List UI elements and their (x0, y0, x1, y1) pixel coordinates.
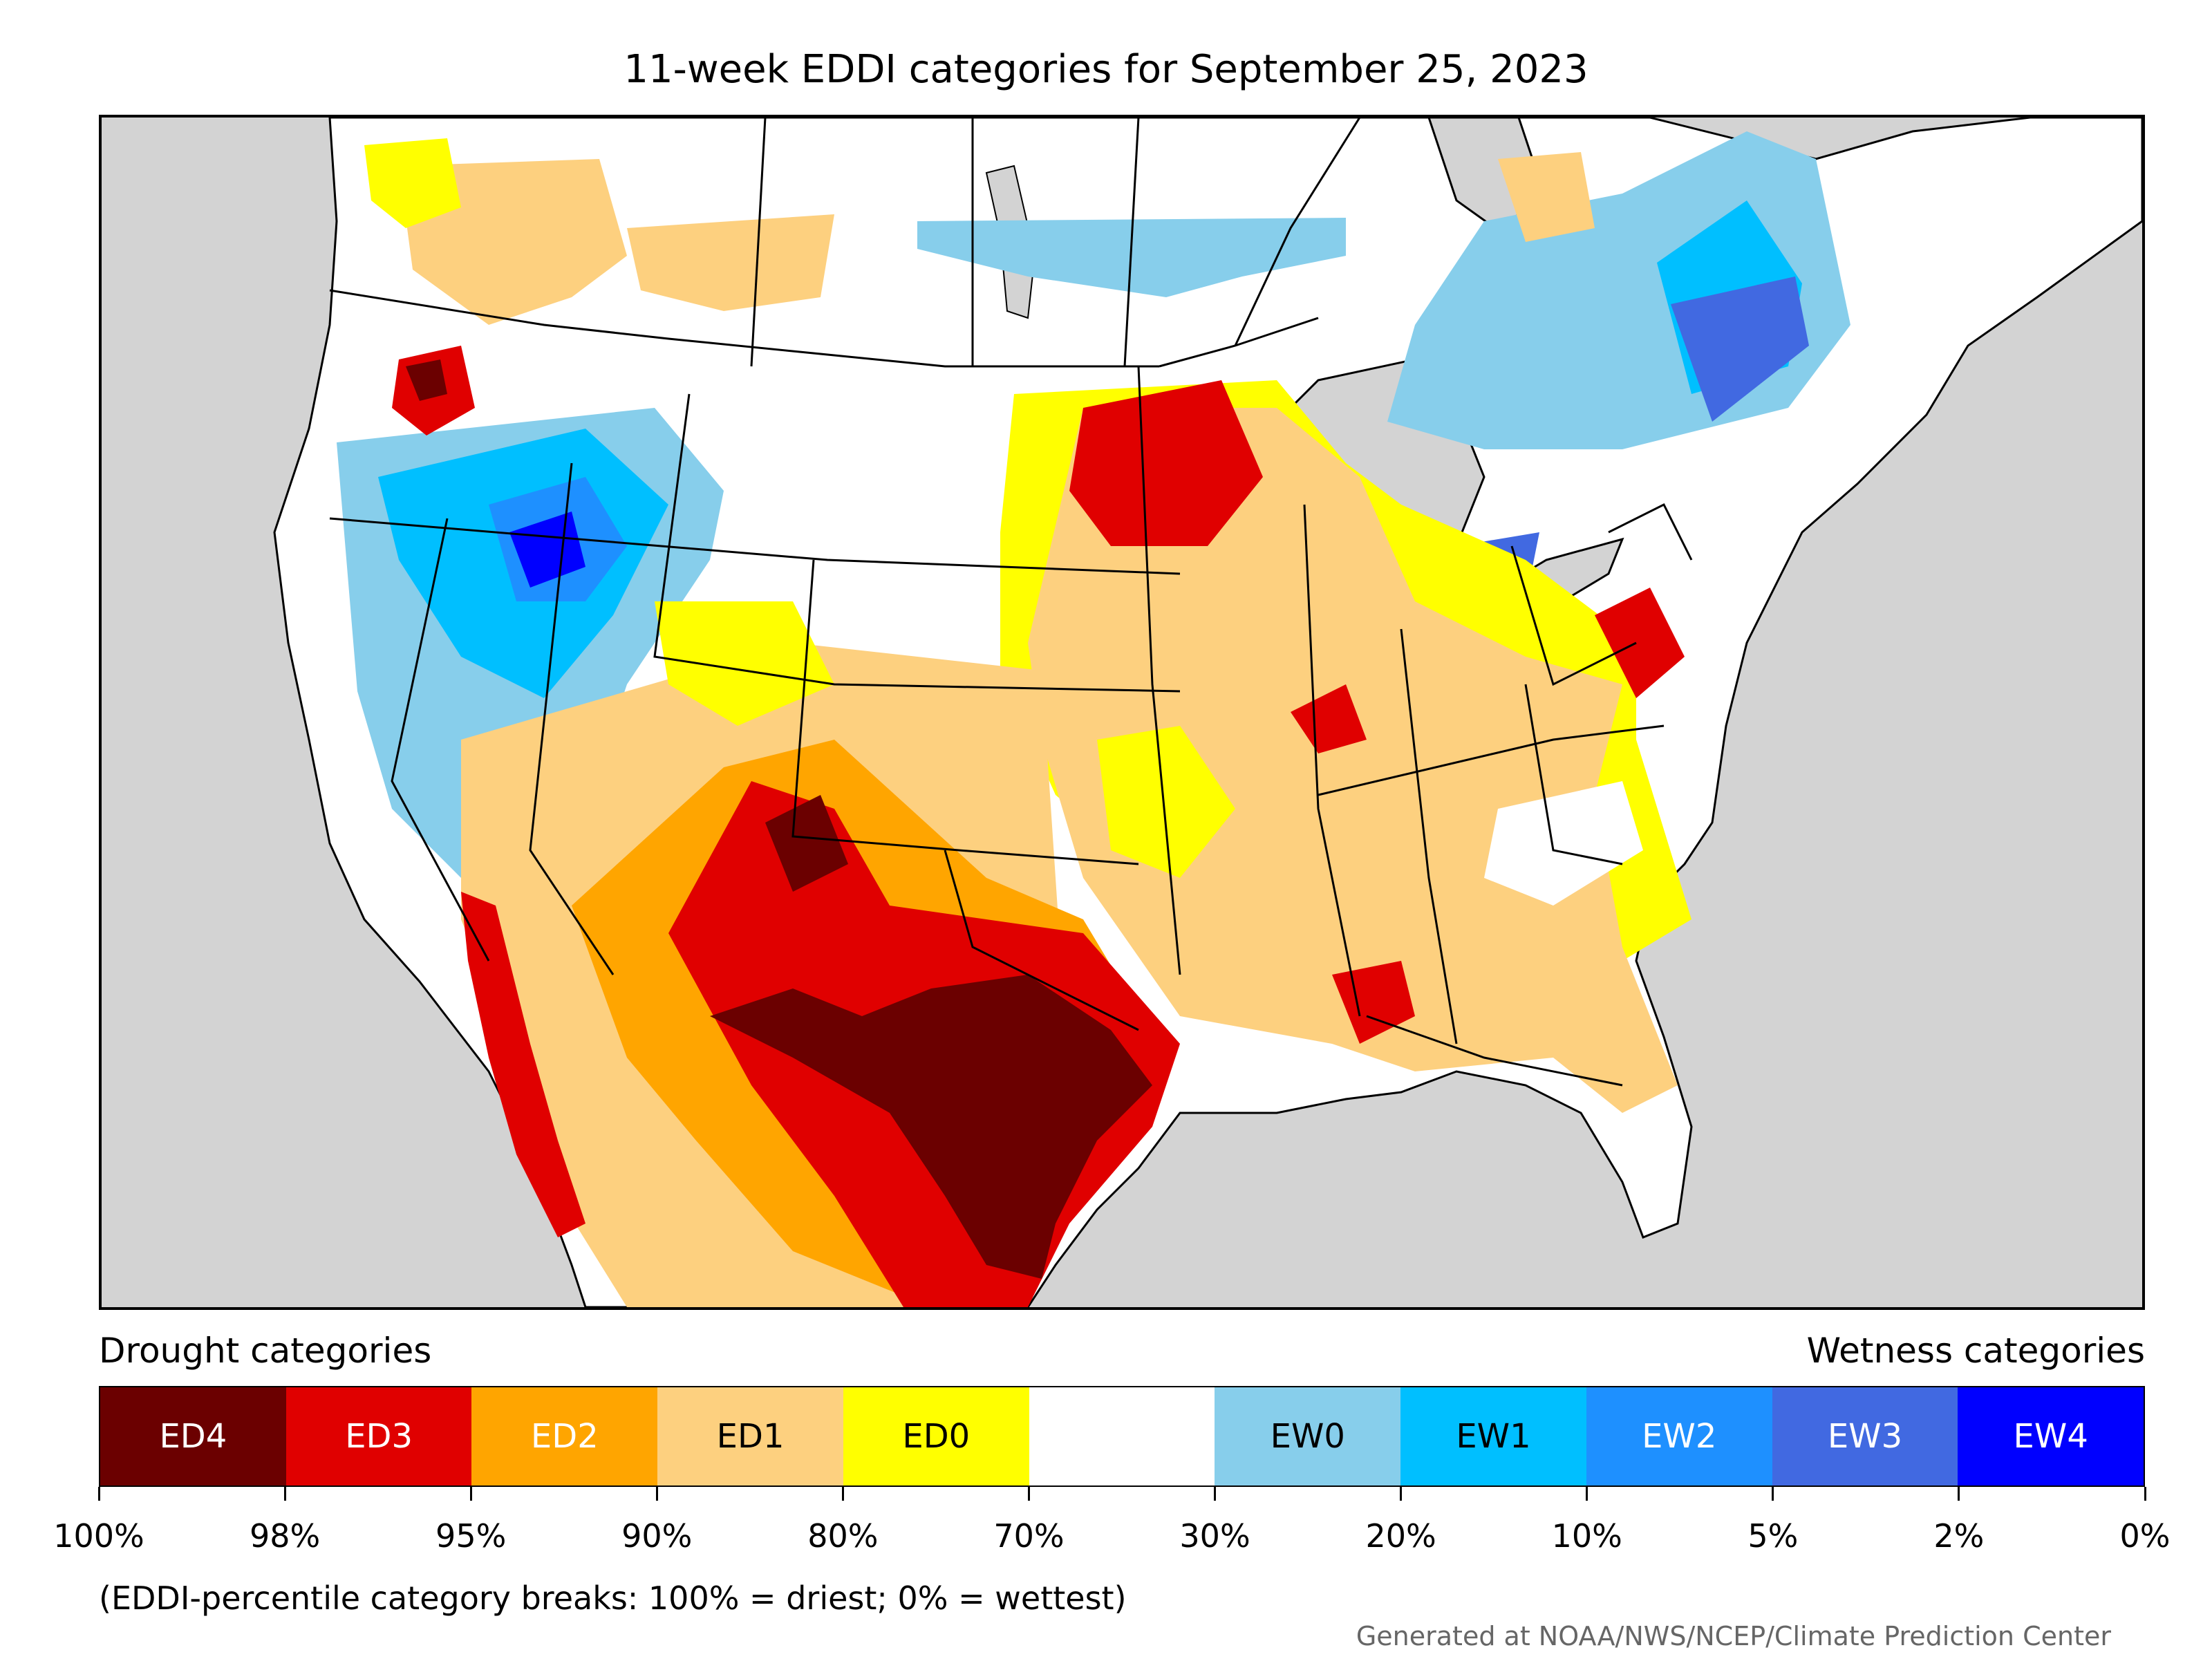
colorbar-tick-label: 100% (53, 1517, 144, 1555)
colorbar-cell-neutral (1029, 1387, 1215, 1485)
colorbar-tick (1586, 1487, 1588, 1501)
colorbar-tick (2144, 1487, 2146, 1501)
colorbar-tick-label: 20% (1365, 1517, 1436, 1555)
colorbar-tick-label: 2% (1933, 1517, 1985, 1555)
footnote: (EDDI-percentile category breaks: 100% =… (99, 1580, 1127, 1617)
colorbar-tick-label: 0% (2119, 1517, 2171, 1555)
colorbar-cell-ed2: ED2 (471, 1387, 658, 1485)
colorbar-cell-ew0: EW0 (1215, 1387, 1401, 1485)
colorbar-tick (1772, 1487, 1774, 1501)
colorbar-tick (841, 1487, 844, 1501)
colorbar-cell-ew3: EW3 (1772, 1387, 1958, 1485)
colorbar-tick (469, 1487, 472, 1501)
colorbar-cell-ed0: ED0 (843, 1387, 1029, 1485)
colorbar-tick-label: 80% (807, 1517, 879, 1555)
wetness-categories-heading: Wetness categories (1806, 1331, 2145, 1371)
category-overlay (337, 131, 1850, 1307)
colorbar-tick-label: 30% (1179, 1517, 1250, 1555)
colorbar-tick (1214, 1487, 1217, 1501)
colorbar-tick (1027, 1487, 1030, 1501)
colorbar-tick-label: 90% (621, 1517, 693, 1555)
colorbar-tick-label: 98% (249, 1517, 321, 1555)
map-title: 11-week EDDI categories for September 25… (624, 47, 1588, 92)
category-colorbar: ED4 ED3 ED2 ED1 ED0 EW0 EW1 EW2 EW3 EW4 (99, 1386, 2145, 1487)
colorbar-tick-label: 10% (1551, 1517, 1622, 1555)
colorbar-tick-label: 95% (435, 1517, 507, 1555)
colorbar-cell-ew2: EW2 (1586, 1387, 1772, 1485)
political-borders (329, 118, 1693, 1087)
colorbar-tick (1400, 1487, 1403, 1501)
colorbar-tick (97, 1487, 100, 1501)
credit-line: Generated at NOAA/NWS/NCEP/Climate Predi… (1356, 1621, 2111, 1651)
colorbar-cell-ed4: ED4 (100, 1387, 286, 1485)
colorbar-tick-label: 5% (1747, 1517, 1799, 1555)
colorbar-cell-ed3: ED3 (285, 1387, 472, 1485)
colorbar-cell-ew1: EW1 (1400, 1387, 1586, 1485)
colorbar-cell-ed1: ED1 (657, 1387, 843, 1485)
map-canvas (273, 118, 2142, 1307)
colorbar-tick-label: 70% (993, 1517, 1065, 1555)
colorbar-tick (655, 1487, 658, 1501)
eddi-map (99, 115, 2145, 1310)
drought-categories-heading: Drought categories (99, 1331, 432, 1371)
colorbar-tick (1958, 1487, 1960, 1501)
colorbar-tick (283, 1487, 286, 1501)
colorbar-cell-ew4: EW4 (1958, 1387, 2144, 1485)
